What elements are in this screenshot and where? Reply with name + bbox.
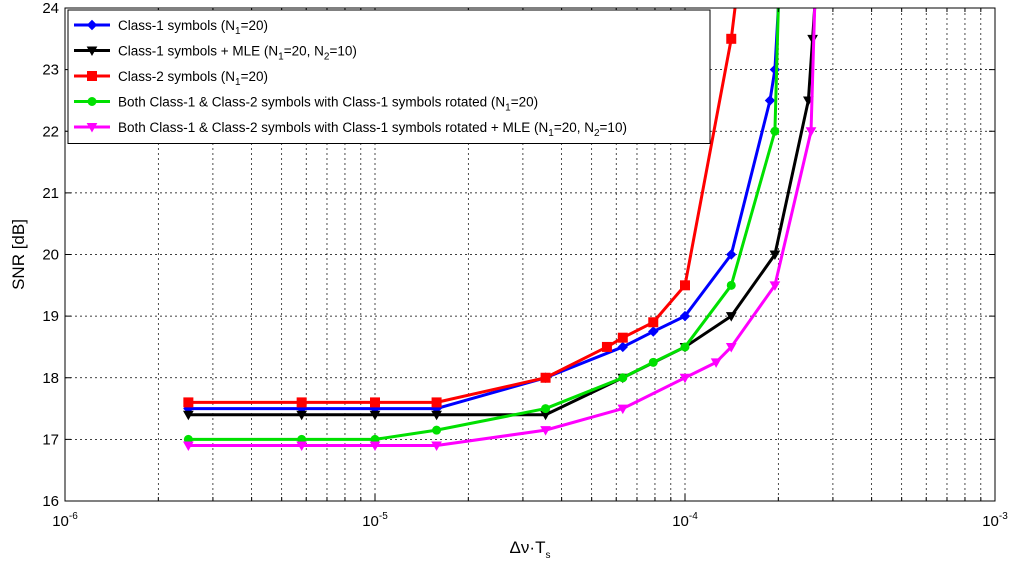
data-point — [183, 410, 194, 421]
data-point — [679, 373, 691, 384]
x-axis-label: Δν·Ts — [510, 538, 551, 561]
x-tick-label: 10-5 — [362, 511, 388, 530]
y-tick-label: 17 — [42, 431, 59, 448]
data-point — [296, 397, 307, 408]
data-point — [541, 404, 551, 414]
data-point — [183, 441, 194, 452]
legend-label: Both Class-1 & Class-2 symbols with Clas… — [118, 95, 538, 114]
data-point — [764, 95, 776, 106]
legend-entry: Both Class-1 & Class-2 symbols with Clas… — [74, 120, 627, 139]
data-point — [770, 126, 780, 136]
legend-entry: Class-1 symbols + MLE (N1=20, N2=10) — [74, 44, 357, 63]
y-tick-label: 24 — [42, 0, 59, 17]
data-point — [431, 441, 442, 452]
data-point — [431, 410, 442, 421]
data-point — [617, 404, 629, 415]
y-tick-label: 23 — [42, 62, 59, 79]
series-line — [188, 8, 817, 448]
legend-label: Class-1 symbols (N1=20) — [118, 18, 268, 37]
data-point — [725, 342, 737, 353]
legend-label: Class-1 symbols + MLE (N1=20, N2=10) — [118, 44, 357, 63]
data-point — [296, 410, 308, 421]
x-tick-label: 10-3 — [982, 511, 1008, 530]
y-tick-label: 21 — [42, 185, 59, 202]
data-point — [296, 441, 308, 452]
legend-entry: Class-1 symbols (N1=20) — [74, 18, 268, 37]
data-point — [680, 342, 690, 352]
x-tick-label: 10-6 — [52, 511, 78, 530]
y-tick-label: 18 — [42, 370, 59, 387]
data-point — [726, 280, 736, 290]
x-tick-label: 10-4 — [672, 511, 698, 530]
data-point — [680, 280, 690, 291]
legend-label: Class-2 symbols (N1=20) — [118, 69, 268, 88]
series-group — [183, 8, 818, 452]
legend-swatch-marker — [86, 46, 98, 57]
series-4 — [183, 8, 780, 444]
data-point — [805, 127, 817, 137]
data-point — [726, 33, 737, 44]
data-point — [432, 425, 442, 435]
data-point — [369, 410, 381, 421]
legend-swatch-marker — [86, 19, 98, 31]
legend-box — [67, 9, 711, 144]
axes: 16 17 18 19 20 21 22 23 24 10-6 10-5 10-4 10-3 Δν·Ts S… — [9, 0, 1008, 561]
data-point — [183, 397, 194, 408]
series-line — [188, 8, 780, 411]
data-point — [540, 426, 551, 436]
y-tick-label: 22 — [42, 123, 59, 140]
data-point — [370, 397, 380, 408]
series-3 — [183, 8, 737, 408]
data-point — [648, 317, 659, 328]
data-point — [648, 326, 659, 337]
data-point — [769, 250, 781, 261]
y-tick-label: 20 — [42, 247, 59, 264]
y-tick-label: 16 — [42, 493, 59, 510]
data-point — [540, 372, 551, 383]
data-point — [617, 332, 628, 343]
data-point — [710, 358, 722, 368]
data-point — [431, 397, 442, 408]
data-point — [648, 357, 658, 367]
data-point — [369, 441, 381, 452]
legend-label: Both Class-1 & Class-2 symbols with Clas… — [118, 120, 627, 139]
data-point — [726, 249, 737, 260]
y-axis-label: SNR [dB] — [9, 219, 28, 290]
data-point — [618, 373, 628, 383]
legend-swatch-marker — [87, 71, 97, 81]
y-tick-label: 19 — [42, 308, 59, 325]
data-point — [601, 341, 612, 352]
data-point — [679, 310, 691, 322]
legend-swatch-marker — [86, 123, 98, 133]
data-point — [725, 312, 737, 322]
data-point — [769, 281, 781, 291]
series-5 — [183, 8, 817, 452]
legend-swatch-marker — [87, 97, 97, 106]
data-point — [617, 341, 629, 353]
legend: Class-1 symbols (N1=20) Class-1 symbols +… — [67, 9, 711, 144]
legend-entry: Class-2 symbols (N1=20) — [74, 69, 268, 88]
legend-entry: Both Class-1 & Class-2 symbols with Clas… — [74, 95, 538, 114]
